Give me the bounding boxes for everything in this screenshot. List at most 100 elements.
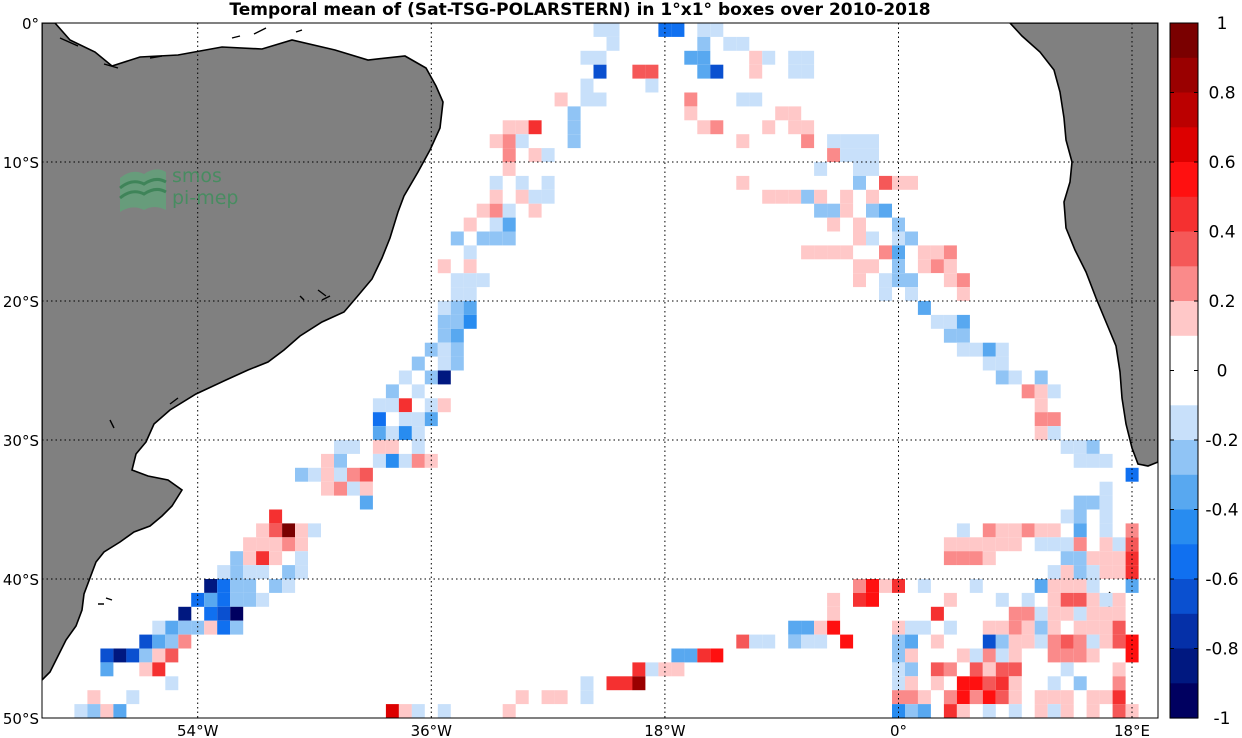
data-cell-37 bbox=[567, 106, 581, 121]
data-cell-222 bbox=[1099, 453, 1113, 468]
data-cell-299 bbox=[1073, 565, 1087, 579]
data-cell-382 bbox=[165, 634, 179, 649]
lon-tick-label-3: 0° bbox=[890, 722, 907, 738]
data-cell-372 bbox=[1008, 620, 1022, 635]
data-cell-204 bbox=[1047, 426, 1061, 440]
data-cell-350 bbox=[1060, 606, 1074, 621]
data-cell-387 bbox=[788, 634, 802, 649]
data-cell-352 bbox=[1086, 606, 1100, 621]
data-cell-466 bbox=[580, 690, 594, 705]
data-cell-482 bbox=[74, 704, 88, 718]
graticule bbox=[42, 23, 1158, 718]
lat-tick-label-2: 20°S bbox=[3, 293, 39, 311]
data-cell-300 bbox=[1086, 565, 1100, 579]
data-cell-517 bbox=[1022, 718, 1035, 732]
data-cell-134 bbox=[463, 273, 477, 288]
data-cell-163 bbox=[424, 342, 438, 357]
data-cell-369 bbox=[943, 620, 957, 635]
data-cell-465 bbox=[554, 690, 568, 705]
data-cell-393 bbox=[930, 634, 944, 649]
data-cell-217 bbox=[398, 453, 412, 468]
data-cell-103 bbox=[827, 217, 841, 232]
data-cell-0 bbox=[593, 23, 607, 37]
colorbar-segment-6 bbox=[1170, 231, 1198, 267]
data-cell-30 bbox=[593, 92, 607, 107]
data-cell-327 bbox=[256, 592, 270, 607]
data-cell-341 bbox=[204, 606, 218, 621]
data-cell-110 bbox=[853, 231, 866, 246]
data-cell-22 bbox=[697, 64, 711, 79]
data-cell-241 bbox=[1073, 509, 1087, 524]
data-cell-136 bbox=[853, 273, 866, 288]
data-cell-283 bbox=[969, 551, 983, 566]
data-cell-388 bbox=[801, 634, 815, 649]
data-cell-40 bbox=[788, 106, 802, 121]
data-cell-99 bbox=[879, 203, 892, 218]
data-cell-325 bbox=[230, 592, 244, 607]
data-cell-485 bbox=[113, 704, 127, 718]
data-cell-287 bbox=[1086, 551, 1100, 566]
data-cell-258 bbox=[243, 537, 257, 552]
colorbar-label-3: 0.4 bbox=[1208, 223, 1235, 243]
data-cell-286 bbox=[1073, 551, 1087, 566]
data-cell-158 bbox=[956, 314, 970, 329]
data-cell-198 bbox=[1047, 412, 1061, 427]
data-cell-282 bbox=[956, 551, 970, 566]
data-cell-297 bbox=[1047, 565, 1061, 579]
data-cell-188 bbox=[385, 398, 399, 413]
data-cell-444 bbox=[1112, 662, 1126, 677]
data-cell-383 bbox=[178, 634, 192, 649]
data-cell-207 bbox=[372, 440, 386, 454]
data-cell-236 bbox=[1073, 495, 1087, 510]
data-cell-122 bbox=[930, 245, 944, 260]
data-cell-262 bbox=[295, 537, 308, 552]
data-cell-187 bbox=[372, 398, 386, 413]
data-cell-246 bbox=[295, 523, 308, 538]
data-cell-294 bbox=[256, 565, 270, 579]
data-cell-227 bbox=[347, 467, 360, 482]
data-cell-1 bbox=[606, 23, 620, 37]
colorbar-segment-14 bbox=[1170, 509, 1198, 545]
data-cell-127 bbox=[853, 259, 866, 274]
data-cell-471 bbox=[956, 690, 970, 705]
colorbar-segment-10 bbox=[1170, 370, 1198, 406]
data-cell-399 bbox=[1047, 634, 1061, 649]
data-cell-94 bbox=[528, 203, 542, 218]
data-cell-281 bbox=[943, 551, 957, 566]
data-cell-144 bbox=[463, 287, 477, 301]
data-cell-292 bbox=[230, 565, 244, 579]
data-cell-298 bbox=[1060, 565, 1074, 579]
data-cells bbox=[62, 23, 1139, 732]
data-cell-43 bbox=[528, 120, 542, 135]
data-cell-126 bbox=[476, 259, 490, 274]
data-cell-218 bbox=[411, 453, 425, 468]
data-cell-95 bbox=[814, 203, 828, 218]
data-cell-124 bbox=[437, 259, 451, 274]
data-cell-255 bbox=[1073, 523, 1087, 538]
data-cell-456 bbox=[995, 676, 1009, 691]
data-cell-396 bbox=[1008, 634, 1022, 649]
data-cell-81 bbox=[515, 189, 529, 204]
data-cell-504 bbox=[62, 718, 75, 732]
data-cell-337 bbox=[1086, 592, 1100, 607]
data-cell-125 bbox=[463, 259, 477, 274]
data-cell-295 bbox=[282, 565, 296, 579]
data-cell-432 bbox=[645, 662, 659, 677]
data-cell-154 bbox=[450, 314, 464, 329]
axis-labels: 54°W 36°W 18°W 0° 18°E 0° 10°S 20°S 30°S 40°S 50°S bbox=[3, 15, 1150, 738]
colorbar-label-1: 0.8 bbox=[1208, 84, 1235, 104]
data-cell-419 bbox=[969, 648, 983, 663]
data-cell-317 bbox=[1047, 579, 1061, 593]
data-cell-449 bbox=[632, 676, 646, 691]
data-cell-3 bbox=[658, 23, 672, 37]
data-cell-324 bbox=[217, 592, 231, 607]
data-cell-250 bbox=[995, 523, 1009, 538]
data-cell-212 bbox=[1086, 440, 1100, 454]
data-cell-117 bbox=[827, 245, 841, 260]
data-cell-93 bbox=[502, 203, 516, 218]
data-cell-343 bbox=[230, 606, 244, 621]
data-cell-390 bbox=[840, 634, 854, 649]
data-cell-166 bbox=[956, 342, 970, 357]
data-cell-231 bbox=[334, 481, 347, 496]
